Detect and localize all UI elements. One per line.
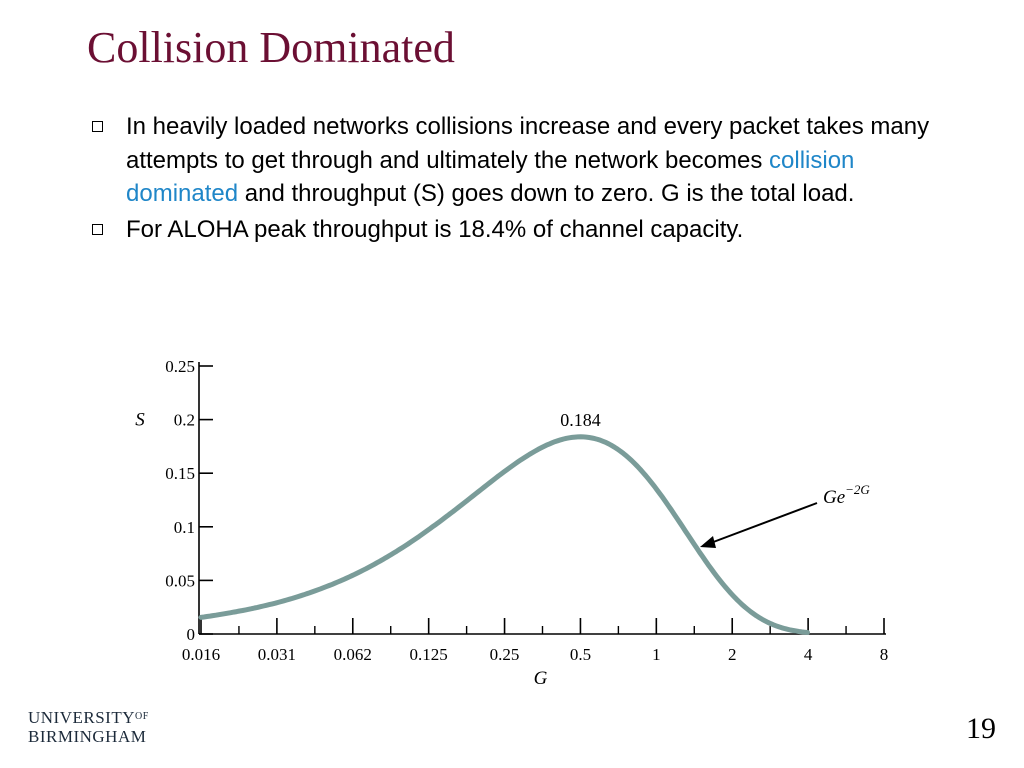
callout-arrowhead-icon — [700, 536, 716, 548]
x-tick-label: 0.031 — [258, 645, 296, 664]
bullet-text-end: and throughput (S) goes down to zero. G … — [238, 180, 855, 207]
bullet-text: In heavily loaded networks collisions in… — [126, 113, 930, 174]
x-tick-label: 4 — [804, 645, 813, 664]
bullet-item: For ALOHA peak throughput is 18.4% of ch… — [90, 213, 950, 247]
bullet-list: In heavily loaded networks collisions in… — [90, 110, 950, 248]
peak-value-label: 0.184 — [560, 410, 601, 430]
y-axis-label: S — [135, 410, 145, 431]
logo-line2: BIRMINGHAM — [28, 727, 147, 746]
throughput-chart: 0 0.05 0.1 0.15 0.2 0.25 0.016 0.031 0.062 0.125 0… — [135, 357, 889, 689]
y-tick-label: 0.15 — [165, 464, 195, 483]
bullet-text: For ALOHA peak throughput is 18.4% of ch… — [126, 215, 744, 243]
x-tick-label: 0.5 — [570, 645, 591, 664]
y-tick-label: 0.05 — [165, 571, 195, 590]
page-number: 19 — [966, 712, 996, 745]
university-logo: UNIVERSITYOF BIRMINGHAM — [28, 708, 149, 746]
curve-formula-label: Ge−2G — [823, 482, 870, 508]
logo-line1: UNIVERSITY — [28, 708, 135, 727]
y-tick-label: 0.2 — [174, 411, 195, 430]
bullet-item: In heavily loaded networks collisions in… — [90, 110, 950, 211]
square-bullet-icon — [92, 121, 103, 132]
logo-superscript: OF — [135, 711, 149, 722]
y-tick-label: 0 — [187, 625, 196, 644]
x-tick-label: 0.016 — [182, 645, 220, 664]
slide-title: Collision Dominated — [87, 23, 455, 72]
x-tick-label: 2 — [728, 645, 737, 664]
x-axis-label: G — [534, 668, 548, 689]
x-tick-label: 8 — [880, 645, 889, 664]
y-tick-label: 0.1 — [174, 518, 195, 537]
callout-arrow-line — [707, 502, 818, 545]
square-bullet-icon — [92, 223, 103, 235]
x-tick-label: 0.25 — [490, 645, 520, 664]
x-tick-label: 0.125 — [410, 645, 448, 664]
y-tick-label: 0.25 — [165, 357, 195, 376]
bullet-highlight: collision dominated — [126, 146, 855, 208]
throughput-curve — [198, 434, 810, 635]
x-tick-label: 0.062 — [334, 645, 372, 664]
x-tick-label: 1 — [652, 645, 661, 664]
